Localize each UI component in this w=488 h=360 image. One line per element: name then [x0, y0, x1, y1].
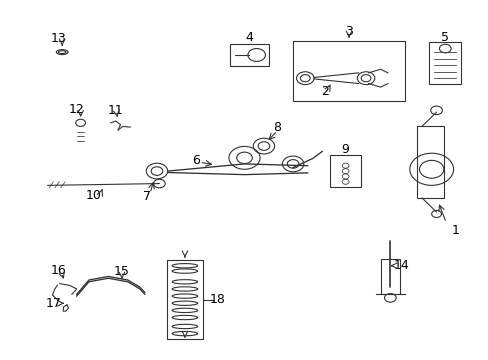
Text: 4: 4: [245, 31, 253, 44]
Bar: [428, 42, 460, 84]
Text: 14: 14: [392, 259, 408, 272]
Text: 18: 18: [209, 293, 225, 306]
Text: 3: 3: [345, 25, 352, 38]
Text: 13: 13: [51, 32, 66, 45]
Bar: [380, 258, 399, 294]
Text: 17: 17: [46, 297, 61, 310]
Text: 5: 5: [440, 31, 448, 44]
Text: 12: 12: [69, 103, 84, 116]
Text: 11: 11: [107, 104, 123, 117]
Bar: [229, 44, 268, 66]
Text: 1: 1: [451, 224, 459, 237]
Text: 16: 16: [51, 264, 66, 276]
Text: 7: 7: [143, 190, 151, 203]
Text: 9: 9: [341, 143, 349, 156]
Bar: [329, 155, 361, 187]
Text: 15: 15: [114, 265, 130, 278]
Text: 6: 6: [192, 154, 200, 167]
Bar: [416, 126, 443, 198]
Text: 8: 8: [273, 121, 281, 134]
Bar: [166, 260, 203, 339]
Bar: [292, 41, 404, 102]
Text: 2: 2: [320, 85, 328, 98]
Text: 10: 10: [86, 189, 102, 202]
